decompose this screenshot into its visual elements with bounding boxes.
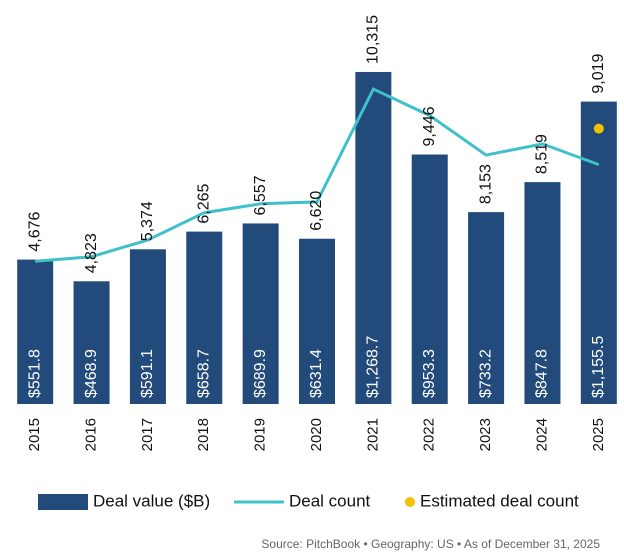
bar [299,238,335,404]
line [35,87,600,263]
bar [17,259,54,404]
x-tick-label: 2024 [533,418,550,451]
legend-label: Estimated deal count [420,491,579,510]
point [593,123,604,134]
count-label: 4,823 [83,233,100,273]
count-label: 8,519 [534,134,551,174]
legend-label: Deal count [289,491,371,510]
bar-value-label: $468.9 [83,349,100,398]
count-label: 9,446 [421,106,438,146]
x-tick-label: 2022 [421,418,438,451]
bar [186,231,223,404]
bar-value-label: $1,268.7 [365,336,382,398]
count-label: 8,153 [477,164,494,204]
bar [580,101,617,404]
bar [129,249,166,404]
bar-value-label: $733.2 [477,349,494,398]
bar [73,281,110,404]
legend-swatch [38,494,88,510]
count-label: 6,265 [195,183,212,223]
x-tick-label: 2025 [590,418,607,451]
count-label: 5,374 [139,201,156,241]
bar-value-label: $658.7 [195,349,212,398]
x-tick-label: 2019 [252,418,269,451]
bar [242,223,279,404]
count-label: 6,557 [252,175,269,215]
x-tick-label: 2021 [364,418,381,451]
legend-label: Deal value ($B) [93,491,210,510]
bar [411,154,448,404]
bar-value-label: $953.3 [421,349,438,398]
count-label: 10,315 [365,15,382,64]
count-label: 4,676 [26,211,43,251]
bar [524,182,561,404]
x-tick-label: 2015 [26,418,43,451]
x-tick-label: 2023 [477,418,494,451]
bar-value-label: $551.8 [26,349,43,398]
x-tick-label: 2018 [195,418,212,451]
bar-value-label: $1,155.5 [590,336,607,398]
bar-value-label: $847.8 [534,349,551,398]
source: Source: PitchBook • Geography: US • As o… [261,537,600,551]
bar [468,212,505,404]
x-tick-label: 2017 [139,418,156,451]
count-label: 9,019 [590,53,607,93]
bar [355,71,392,405]
bar-value-label: $631.4 [308,349,325,398]
count-label: 6,620 [308,191,325,231]
x-tick-label: 2020 [308,418,325,451]
x-tick-label: 2016 [83,418,100,451]
legend-swatch [405,497,415,507]
bar-value-label: $591.1 [139,349,156,398]
bar-value-label: $689.9 [252,349,269,398]
